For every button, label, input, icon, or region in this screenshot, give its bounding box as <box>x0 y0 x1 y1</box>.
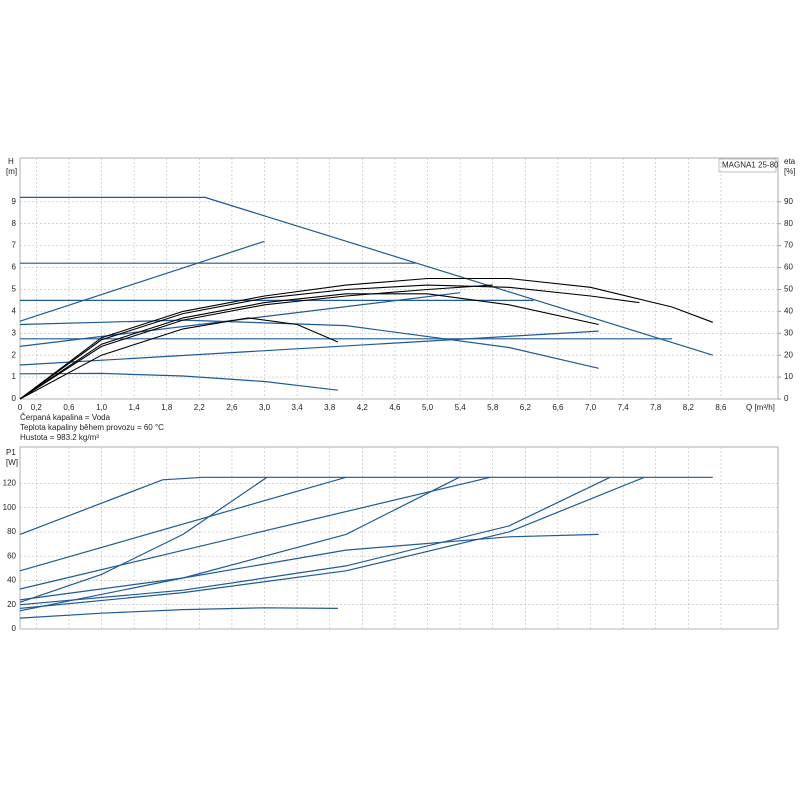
y-tick-label: 1 <box>12 372 17 381</box>
plot-frame <box>19 446 779 630</box>
curve <box>19 293 599 400</box>
legend-title: MAGNA1 25-80 <box>722 161 779 170</box>
x-tick-label: 1,4 <box>129 403 141 412</box>
y-tick-label: 4 <box>12 306 17 315</box>
x-tick-label: 3,8 <box>324 403 336 412</box>
x-tick-label: 3,0 <box>259 403 271 412</box>
x-tick-label: 4,2 <box>357 403 369 412</box>
annotation: Teplota kapaliny během provozu = 60 °C <box>20 423 164 432</box>
x-tick-label: 5,8 <box>487 403 499 412</box>
y-tick-label: 2 <box>12 350 17 359</box>
y-tick-label: 100 <box>3 503 17 512</box>
curve <box>19 476 268 603</box>
y-tick-label: 6 <box>12 263 17 272</box>
curve <box>19 284 640 400</box>
y2-axis-unit: [%] <box>784 167 796 176</box>
x-tick-label: 0,2 <box>31 403 43 412</box>
y2-tick-label: 40 <box>784 306 793 315</box>
y2-tick-label: 0 <box>784 394 789 403</box>
y2-tick-label: 60 <box>784 263 793 272</box>
y-tick-label: 60 <box>7 551 16 560</box>
y-tick-label: 120 <box>3 479 17 488</box>
y-tick-label: 40 <box>7 576 16 585</box>
x-tick-label: 1,8 <box>161 403 173 412</box>
x-tick-label: 0 <box>18 403 23 412</box>
y2-tick-label: 50 <box>784 285 793 294</box>
x-tick-label: 7,8 <box>650 403 662 412</box>
x-tick-label: 1,0 <box>96 403 108 412</box>
curve <box>19 476 611 606</box>
annotation: Hustota = 983.2 kg/m³ <box>20 433 99 442</box>
y-tick-label: 3 <box>12 328 17 337</box>
y-tick-label: 9 <box>12 197 17 206</box>
y2-axis-label: eta <box>784 157 796 166</box>
curve <box>19 317 339 400</box>
y2-tick-label: 70 <box>784 241 793 250</box>
curve <box>19 240 265 322</box>
x-tick-label: 7,4 <box>618 403 630 412</box>
curve <box>19 330 599 366</box>
y-axis-label: P1 <box>6 448 16 457</box>
x-tick-label: 0,6 <box>63 403 75 412</box>
y2-tick-label: 30 <box>784 328 793 337</box>
x-tick-label: 2,6 <box>226 403 238 412</box>
y-axis-unit: [m] <box>6 167 17 176</box>
x-tick-label: 6,2 <box>520 403 532 412</box>
x-axis-label: Q [m³/h] <box>746 403 775 412</box>
x-tick-label: 3,4 <box>292 403 304 412</box>
x-tick-label: 6,6 <box>552 403 564 412</box>
y-axis-label: H <box>8 157 14 166</box>
curve <box>19 319 599 369</box>
curve <box>19 476 347 572</box>
curve <box>19 533 599 612</box>
x-tick-label: 8,2 <box>683 403 695 412</box>
curve <box>20 196 713 356</box>
x-tick-label: 8,6 <box>715 403 727 412</box>
y2-tick-label: 10 <box>784 372 793 381</box>
x-tick-label: 5,4 <box>455 403 467 412</box>
curve <box>19 284 493 400</box>
y2-tick-label: 80 <box>784 219 793 228</box>
x-tick-label: 7,0 <box>585 403 597 412</box>
y-tick-label: 5 <box>12 285 17 294</box>
x-tick-label: 4,6 <box>389 403 401 412</box>
curve <box>19 277 713 400</box>
y2-tick-label: 90 <box>784 197 793 206</box>
x-tick-label: 2,2 <box>194 403 206 412</box>
y-tick-label: 0 <box>12 394 17 403</box>
y-axis-unit: [W] <box>6 458 18 467</box>
y-tick-label: 0 <box>12 624 17 633</box>
y-tick-label: 20 <box>7 600 16 609</box>
y2-tick-label: 20 <box>784 350 793 359</box>
curve <box>19 476 460 601</box>
curve <box>19 607 338 619</box>
x-tick-label: 5,0 <box>422 403 434 412</box>
curve <box>19 476 491 590</box>
y-tick-label: 80 <box>7 527 16 536</box>
annotation: Čerpaná kapalina = Voda <box>20 413 111 422</box>
curve <box>19 476 645 609</box>
legend-box <box>718 158 777 173</box>
y-tick-label: 7 <box>12 241 17 250</box>
curve <box>19 372 338 391</box>
y-tick-label: 8 <box>12 219 17 228</box>
